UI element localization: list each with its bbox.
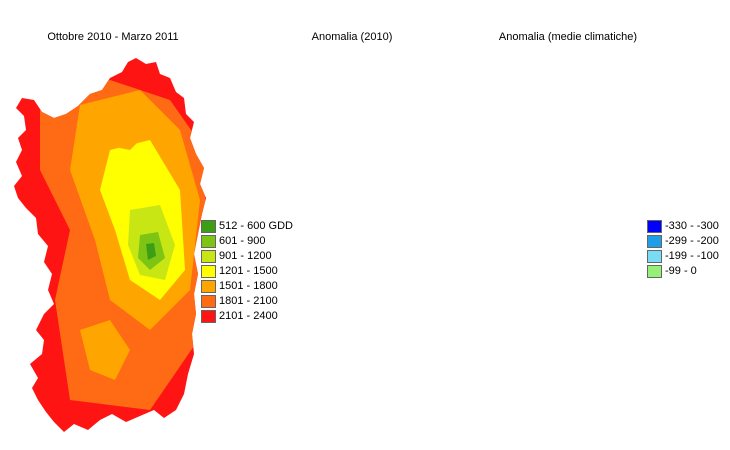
gdd-legend-item: 1501 - 1800 bbox=[201, 279, 293, 294]
legend-swatch bbox=[201, 235, 216, 248]
panel-title-gdd: Ottobre 2010 - Marzo 2011 bbox=[47, 31, 179, 43]
panel-title-anomaly-2010: Anomalia (2010) bbox=[311, 31, 393, 43]
gdd-zone-512-600 bbox=[146, 243, 156, 260]
legend-label: 601 - 900 bbox=[219, 235, 266, 247]
gdd-legend: 512 - 600 GDD 601 - 900 901 - 1200 1201 … bbox=[201, 219, 293, 324]
legend-label: -99 - 0 bbox=[665, 265, 697, 277]
legend-label: 1501 - 1800 bbox=[219, 280, 278, 292]
legend-swatch bbox=[647, 220, 662, 233]
legend-swatch bbox=[201, 295, 216, 308]
legend-label: -299 - -200 bbox=[665, 235, 719, 247]
legend-swatch bbox=[201, 220, 216, 233]
gdd-legend-item: 1201 - 1500 bbox=[201, 264, 293, 279]
legend-swatch bbox=[647, 235, 662, 248]
legend-label: -199 - -100 bbox=[665, 250, 719, 262]
legend-swatch bbox=[201, 265, 216, 278]
legend-label: 1801 - 2100 bbox=[219, 295, 278, 307]
anomaly-legend-item: -330 - -300 bbox=[647, 219, 719, 234]
anomaly-legend-item: -299 - -200 bbox=[647, 234, 719, 249]
legend-swatch bbox=[201, 280, 216, 293]
legend-label: 2101 - 2400 bbox=[219, 310, 278, 322]
gdd-legend-item: 2101 - 2400 bbox=[201, 309, 293, 324]
legend-swatch bbox=[647, 250, 662, 263]
gdd-zone-north-uplands bbox=[100, 110, 150, 150]
legend-swatch bbox=[201, 250, 216, 263]
panel-title-anomaly-climate: Anomalia (medie climatiche) bbox=[498, 31, 638, 43]
anomaly-legend-item: -99 - 0 bbox=[647, 264, 719, 279]
gdd-zone-south-uplands bbox=[80, 320, 130, 380]
gdd-map bbox=[14, 58, 206, 432]
gdd-legend-item: 1801 - 2100 bbox=[201, 294, 293, 309]
gdd-legend-item: 901 - 1200 bbox=[201, 249, 293, 264]
legend-swatch bbox=[647, 265, 662, 278]
legend-label: 901 - 1200 bbox=[219, 250, 272, 262]
anomaly-legend-item: -199 - -100 bbox=[647, 249, 719, 264]
gdd-legend-item: 512 - 600 GDD bbox=[201, 219, 293, 234]
anomaly-legend: -330 - -300 -299 - -200 -199 - -100 -99 … bbox=[647, 219, 719, 279]
legend-swatch bbox=[201, 310, 216, 323]
legend-label: 512 - 600 GDD bbox=[219, 220, 293, 232]
legend-label: 1201 - 1500 bbox=[219, 265, 278, 277]
gdd-legend-item: 601 - 900 bbox=[201, 234, 293, 249]
legend-label: -330 - -300 bbox=[665, 220, 719, 232]
